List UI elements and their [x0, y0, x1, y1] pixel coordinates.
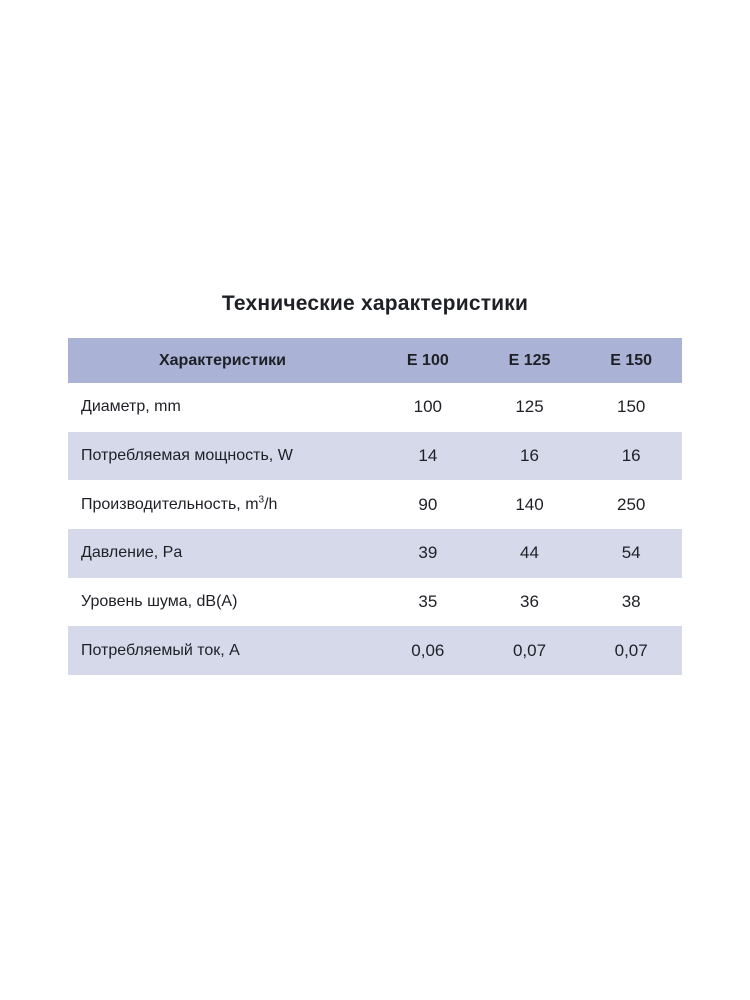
cell-value: 16: [621, 446, 641, 466]
cell-value: 150: [616, 397, 646, 417]
cell-value: 100: [413, 397, 443, 417]
cell-value: 39: [418, 543, 438, 563]
specs-table: Характеристики E 100 E 125 E 150 Диаметр…: [68, 338, 682, 676]
table-row-diameter: Диаметр, mm 100 125 150: [68, 383, 682, 432]
row-label: Диаметр, mm: [81, 398, 181, 416]
table-row-power: Потребляемая мощность, W 14 16 16: [68, 431, 682, 481]
cell-value: 14: [418, 446, 438, 466]
header-cell-e150: E 150: [610, 351, 653, 369]
row-label: Потребляемый ток, A: [81, 641, 240, 659]
cell-value: 54: [621, 543, 641, 563]
cell-value: 35: [418, 592, 438, 612]
header-cell-e100: E 100: [406, 351, 449, 369]
header-cell-e125: E 125: [508, 351, 551, 369]
cell-value: 250: [616, 494, 646, 514]
cell-value: 16: [520, 446, 539, 466]
row-label: Потребляемая мощность, W: [81, 447, 293, 465]
cell-value: 36: [520, 592, 539, 612]
cell-value: 44: [520, 543, 539, 563]
cell-value: 125: [515, 397, 544, 417]
table-header-row: Характеристики E 100 E 125 E 150: [68, 338, 682, 383]
cell-value: 0,06: [411, 640, 445, 660]
cell-value: 0,07: [614, 640, 648, 660]
row-label: Производительность, m3/h: [81, 494, 278, 513]
table-row-airflow: Производительность, m3/h 90 140 250: [68, 480, 682, 530]
header-cell-characteristics: Характеристики: [158, 351, 286, 369]
cell-value: 90: [418, 494, 438, 514]
table-row-pressure: Давление, Pa 39 44 54: [68, 529, 682, 578]
table-body: Диаметр, mm 100 125 150 Потребляемая мощ…: [68, 383, 682, 676]
superscript: 3: [258, 494, 265, 506]
row-label: Давление, Pa: [81, 544, 183, 562]
cell-value: 0,07: [512, 640, 547, 660]
row-label: Уровень шума, dB(A): [81, 593, 238, 611]
cell-value: 140: [515, 494, 544, 514]
table-row-noise: Уровень шума, dB(A) 35 36 38: [68, 577, 682, 627]
cell-value: 38: [621, 592, 641, 612]
page-title: Технические характеристики: [221, 292, 529, 315]
table-row-current: Потребляемый ток, A 0,06 0,07 0,07: [68, 626, 682, 676]
